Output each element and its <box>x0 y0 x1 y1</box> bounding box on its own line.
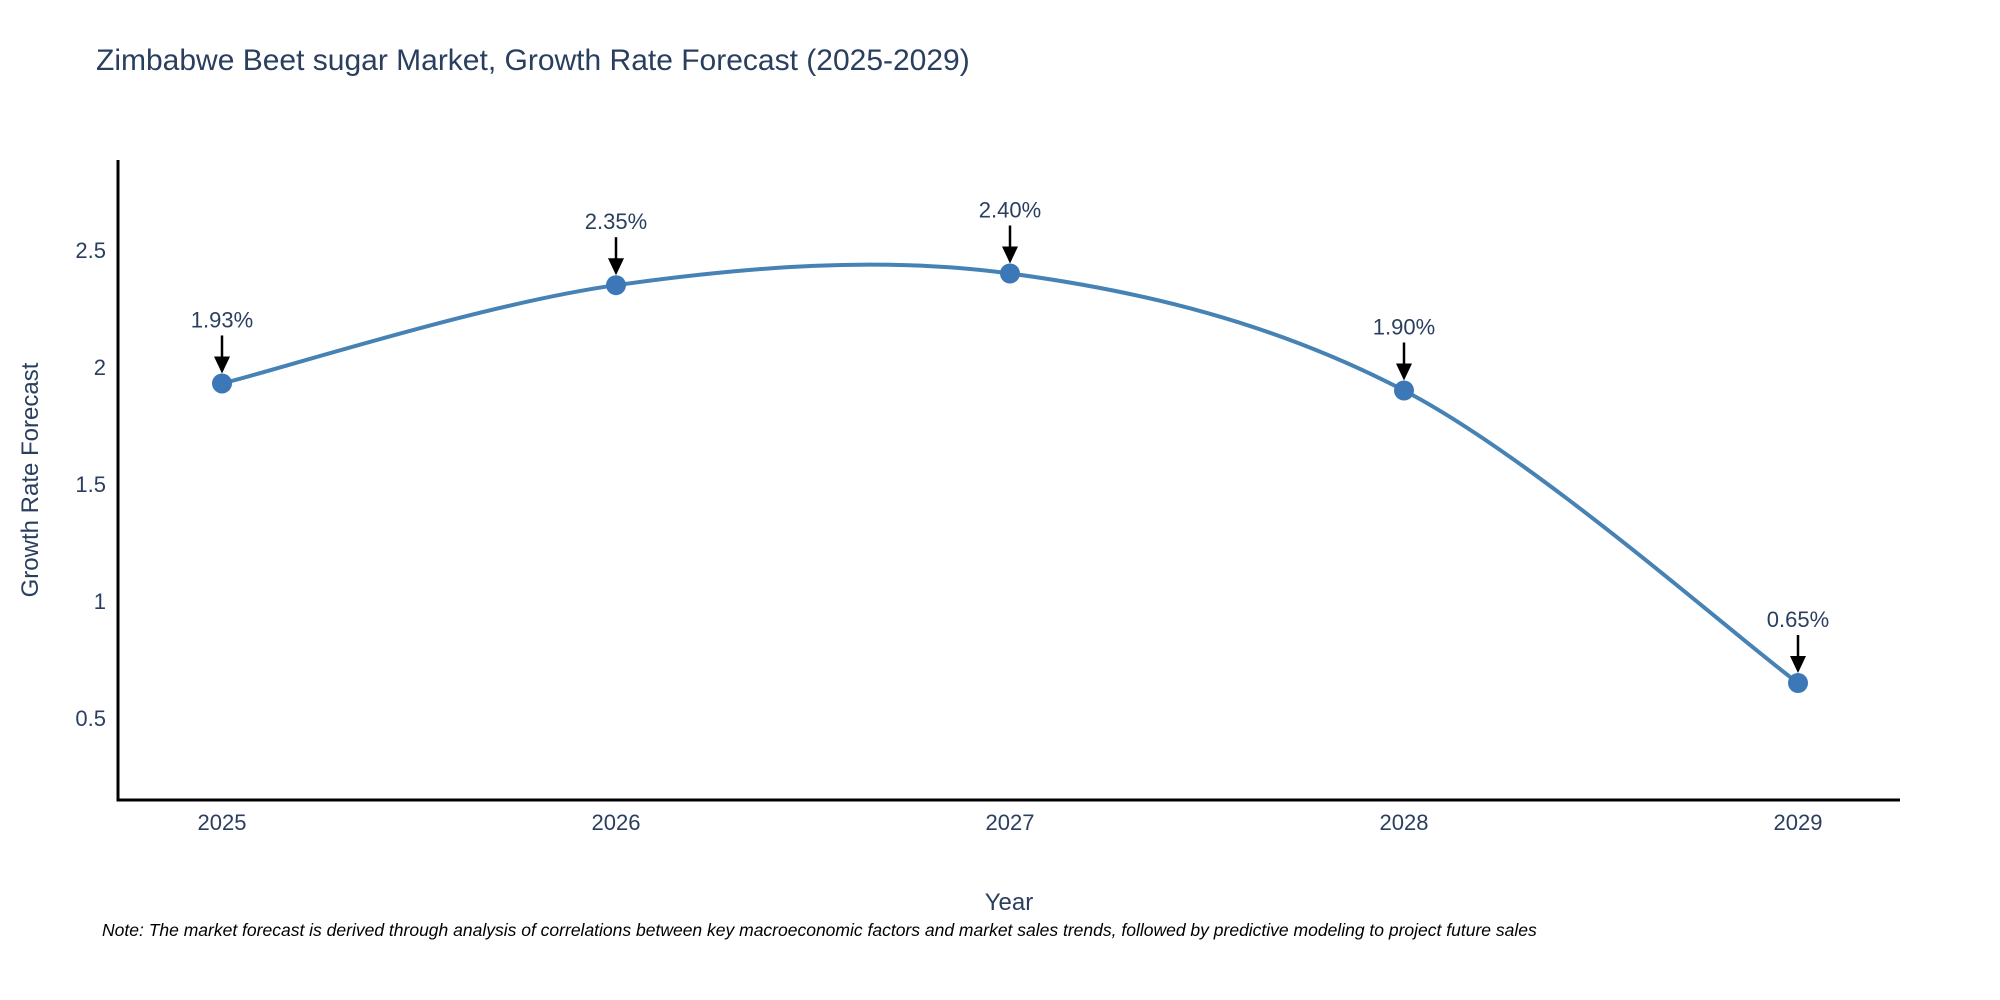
data-point-marker-2025 <box>212 373 232 394</box>
x-tick-label-2029: 2029 <box>1774 810 1823 835</box>
annotation-label-2027: 2.40% <box>979 197 1041 222</box>
annotation-arrowhead-2027 <box>1002 246 1018 264</box>
annotation-arrowhead-2025 <box>214 356 230 374</box>
annotation-label-2025: 1.93% <box>191 307 253 332</box>
annotation-label-2026: 2.35% <box>585 209 647 234</box>
annotation-arrowhead-2028 <box>1396 363 1412 381</box>
x-tick-label-2025: 2025 <box>198 810 247 835</box>
data-point-marker-2028 <box>1394 380 1414 401</box>
series-line <box>221 262 1800 685</box>
annotation-arrowhead-2029 <box>1790 655 1806 673</box>
annotation-arrowhead-2026 <box>608 258 624 276</box>
y-tick-label-2.5: 2.5 <box>75 238 106 263</box>
chart-title: Zimbabwe Beet sugar Market, Growth Rate … <box>96 44 970 77</box>
y-tick-label-1.5: 1.5 <box>75 472 106 497</box>
x-tick-label-2027: 2027 <box>986 810 1035 835</box>
x-tick-label-2028: 2028 <box>1380 810 1429 835</box>
annotation-label-2028: 1.90% <box>1373 314 1435 339</box>
annotation-label-2029: 0.65% <box>1767 607 1829 632</box>
data-point-marker-2027 <box>1000 263 1020 284</box>
y-tick-label-1: 1 <box>94 589 106 614</box>
x-axis-title: Year <box>985 889 1034 916</box>
data-point-marker-2026 <box>606 275 626 296</box>
footnote: Note: The market forecast is derived thr… <box>102 920 1537 940</box>
data-point-marker-2029 <box>1788 672 1808 693</box>
y-tick-label-0.5: 0.5 <box>75 706 106 731</box>
y-axis-title: Growth Rate Forecast <box>17 362 44 597</box>
x-tick-label-2026: 2026 <box>592 810 641 835</box>
y-tick-label-2: 2 <box>94 355 106 380</box>
